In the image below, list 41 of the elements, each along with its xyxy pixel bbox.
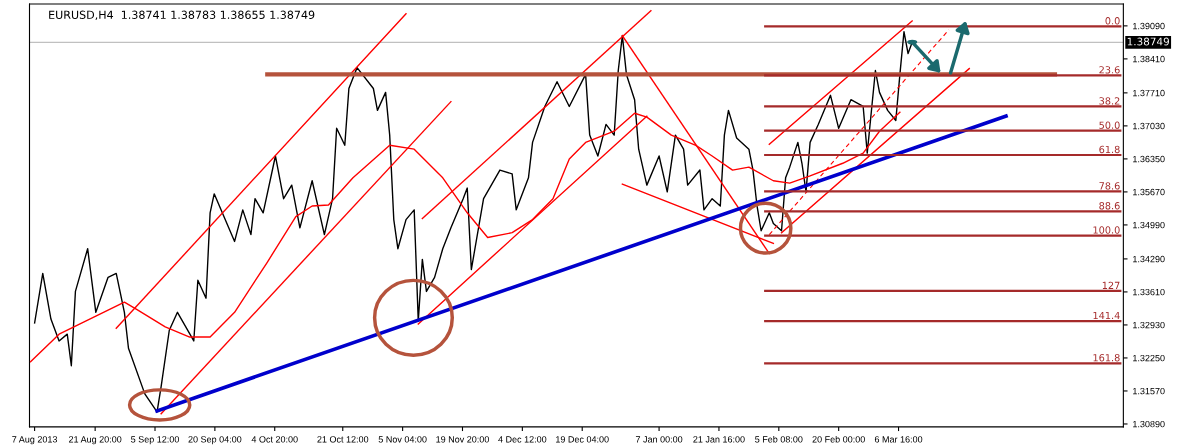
x-tick-label: 21 Oct 12:00 [317,436,369,443]
y-tick-label: 1.31570 [1133,387,1165,395]
y-tick-label: 1.30890 [1133,420,1165,428]
ref-line-label: 1.38749 [1127,37,1169,46]
series-label: 0.0 [1105,17,1120,25]
series-label: 141.4 [1093,311,1120,320]
y-tick-label: 1.36350 [1133,155,1165,163]
y-tick-label: 1.34990 [1133,221,1165,229]
x-tick-label: 5 Nov 04:00 [378,436,427,443]
x-tick-label: 6 Mar 16:00 [874,436,923,443]
y-tick-label: 1.34290 [1133,255,1165,263]
y-tick-label: 1.37710 [1133,89,1165,97]
y-tick-label: 1.38410 [1133,55,1165,63]
y-tick-label: 1.35670 [1133,188,1165,196]
x-tick-label: 4 Dec 12:00 [498,436,547,443]
x-tick-label: 20 Sep 04:00 [188,436,242,445]
x-tick-label: 19 Nov 20:00 [436,436,489,443]
series-label: 61.8 [1099,145,1120,154]
x-tick-label: 7 Aug 2013 [12,436,58,445]
y-tick-label: 1.37030 [1133,122,1165,130]
x-tick-label: 21 Jan 16:00 [693,436,745,443]
series-label: 78.6 [1099,182,1120,190]
x-tick-label: 5 Feb 08:00 [755,435,803,443]
x-tick-label: 4 Oct 20:00 [251,436,298,443]
series-label: 88.6 [1099,202,1120,210]
x-tick-label: 7 Jan 00:00 [635,436,683,443]
series-label: 38.2 [1099,97,1120,105]
y-tick-label: 1.39090 [1133,22,1165,30]
y-tick-label: 1.33610 [1133,288,1165,296]
y-tick-label: 1.32250 [1133,354,1165,362]
y-tick-label: 1.32930 [1133,321,1165,329]
x-tick-label: 21 Aug 20:00 [68,436,122,445]
series-label: 127 [1102,281,1120,289]
x-tick-label: 5 Sep 12:00 [131,436,179,445]
x-tick-label: 19 Dec 04:00 [556,436,609,443]
x-tick-label: 20 Feb 00:00 [812,435,865,443]
series-label: 50.0 [1099,121,1120,129]
series-label: 161.8 [1093,354,1120,362]
series-label: 23.6 [1099,66,1120,74]
series-label: 100.0 [1093,226,1120,234]
text: EURUSD,H4 1.38741 1.38783 1.38655 1.38749 [49,10,315,21]
